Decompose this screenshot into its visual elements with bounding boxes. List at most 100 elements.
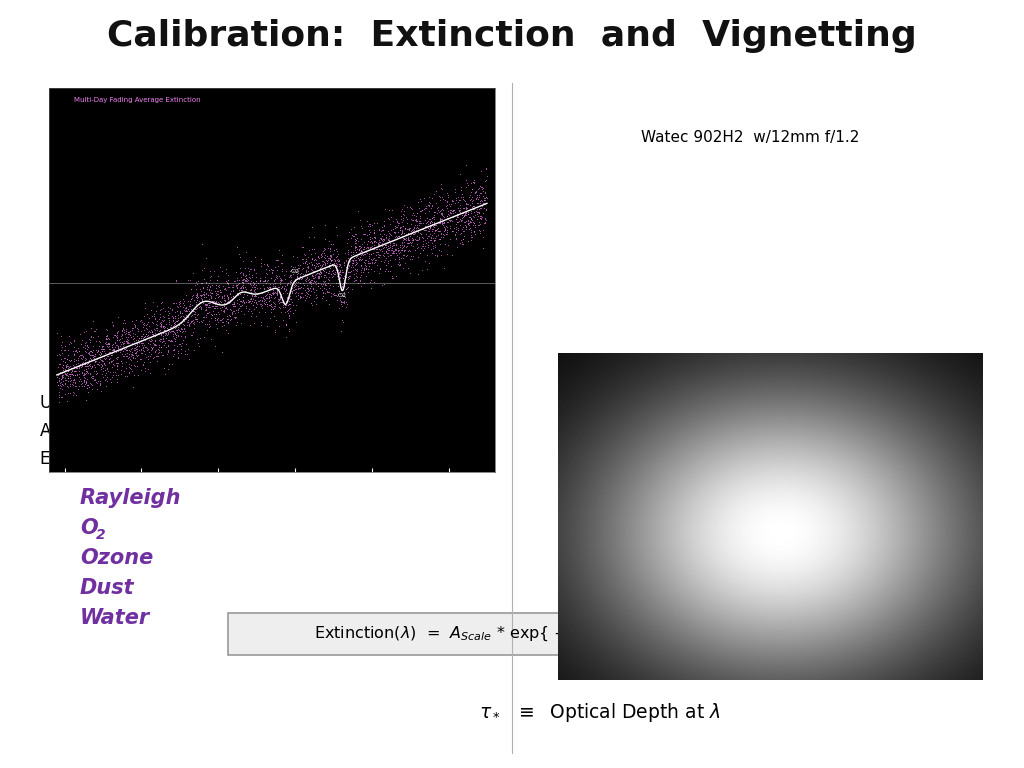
Point (282, 275, 298, 287)
Point (154, 326, 170, 338)
Point (262, 306, 279, 318)
Point (74, 349, 90, 361)
Point (432, 182, 449, 194)
Point (254, 286, 270, 298)
Point (368, 237, 384, 249)
Point (285, 260, 301, 273)
Point (60, 349, 77, 361)
Point (82, 353, 98, 365)
Point (336, 274, 352, 286)
Point (397, 233, 414, 246)
Point (82, 359, 98, 372)
Point (459, 177, 475, 190)
Point (223, 294, 240, 306)
Point (156, 311, 172, 323)
Point (68, 344, 84, 356)
Point (416, 192, 432, 204)
Point (379, 241, 395, 253)
Point (69, 345, 85, 357)
Point (390, 230, 407, 242)
Point (241, 262, 257, 274)
Point (195, 282, 211, 294)
Point (55, 352, 72, 364)
Point (420, 239, 436, 251)
Point (267, 286, 284, 299)
Point (165, 325, 181, 337)
Point (410, 226, 426, 238)
Point (109, 327, 125, 339)
Point (108, 357, 124, 369)
Point (473, 181, 489, 194)
Point (426, 219, 442, 231)
Point (118, 343, 134, 355)
Point (297, 274, 313, 286)
Point (336, 256, 352, 268)
Point (71, 368, 87, 380)
Point (106, 337, 123, 349)
Point (207, 296, 223, 309)
Point (472, 187, 488, 200)
Point (329, 250, 345, 263)
Point (256, 282, 272, 294)
Point (278, 319, 294, 331)
Point (432, 227, 449, 240)
Point (275, 301, 292, 313)
Point (449, 226, 465, 238)
Point (99, 333, 116, 345)
Point (153, 328, 169, 340)
Point (54, 370, 71, 382)
Point (294, 272, 310, 284)
Point (404, 207, 421, 220)
Point (270, 301, 287, 313)
Point (176, 345, 193, 357)
Point (262, 282, 279, 294)
Point (193, 289, 209, 301)
Point (410, 230, 426, 242)
Point (219, 290, 236, 303)
Point (362, 241, 379, 253)
Point (323, 267, 339, 280)
Point (334, 278, 350, 290)
Point (152, 308, 168, 320)
Point (128, 337, 144, 349)
Point (118, 362, 134, 374)
Point (289, 268, 305, 280)
Point (225, 305, 242, 317)
Point (367, 254, 383, 266)
Point (389, 221, 406, 233)
Point (52, 349, 69, 361)
Point (224, 308, 241, 320)
Point (227, 280, 244, 293)
Point (477, 214, 494, 227)
Point (463, 224, 479, 237)
Point (335, 272, 351, 284)
Point (329, 260, 345, 273)
Point (217, 314, 233, 326)
Point (77, 356, 93, 368)
Point (194, 264, 210, 276)
Point (218, 324, 234, 336)
Point (386, 244, 402, 257)
Point (384, 247, 400, 259)
Point (395, 251, 412, 263)
Point (451, 216, 467, 228)
Point (297, 256, 313, 268)
Point (224, 292, 241, 304)
Point (103, 316, 120, 328)
Point (135, 342, 152, 354)
Point (470, 193, 486, 205)
Point (260, 290, 276, 303)
Point (352, 243, 369, 256)
Point (72, 373, 88, 386)
Point (348, 228, 365, 240)
Point (103, 339, 120, 351)
Point (326, 280, 342, 292)
Point (383, 243, 399, 256)
Point (159, 329, 175, 341)
Point (92, 361, 109, 373)
Point (167, 310, 183, 322)
Point (115, 350, 131, 362)
Point (205, 300, 221, 312)
Point (413, 228, 429, 240)
Point (475, 190, 492, 202)
